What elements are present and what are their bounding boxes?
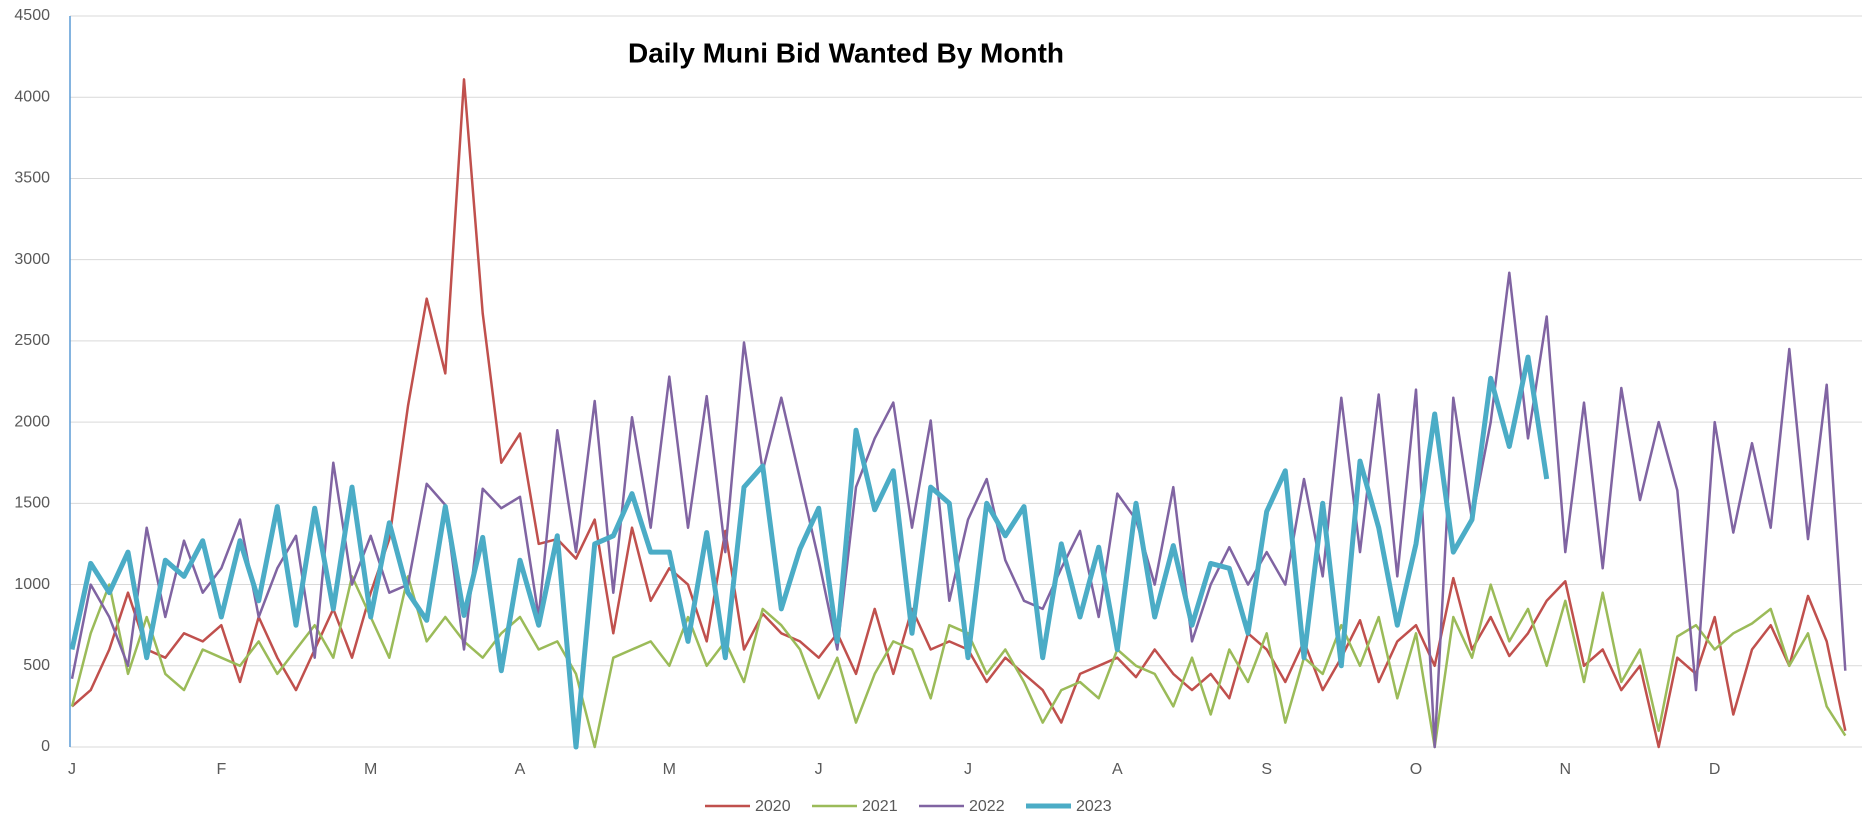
x-tick-label: J [815,761,823,778]
y-tick-label: 500 [23,657,50,674]
x-tick-label: F [216,761,226,778]
x-tick-label: J [68,761,76,778]
y-tick-label: 3000 [14,251,50,268]
chart-title: Daily Muni Bid Wanted By Month [628,37,1064,68]
legend-label: 2020 [755,798,791,815]
x-tick-label: O [1410,761,1422,778]
y-tick-label: 2500 [14,332,50,349]
y-tick-label: 3500 [14,170,50,187]
x-tick-label: S [1261,761,1272,778]
x-tick-label: A [1112,761,1123,778]
y-tick-label: 4000 [14,88,50,105]
legend-label: 2023 [1076,798,1112,815]
y-tick-label: 1500 [14,495,50,512]
x-tick-label: J [964,761,972,778]
x-tick-label: A [515,761,526,778]
y-tick-label: 2000 [14,413,50,430]
series-line [71,78,1847,749]
y-tick-label: 4500 [14,7,50,24]
legend-label: 2022 [969,798,1005,815]
y-tick-label: 0 [41,738,50,755]
series-line [69,354,1550,750]
series-line [70,575,1847,749]
x-tick-label: M [364,761,377,778]
series-line [70,271,1847,749]
y-tick-label: 1000 [14,576,50,593]
x-tick-label: M [663,761,676,778]
x-tick-label: D [1709,761,1721,778]
legend-label: 2021 [862,798,898,815]
x-tick-label: N [1560,761,1572,778]
